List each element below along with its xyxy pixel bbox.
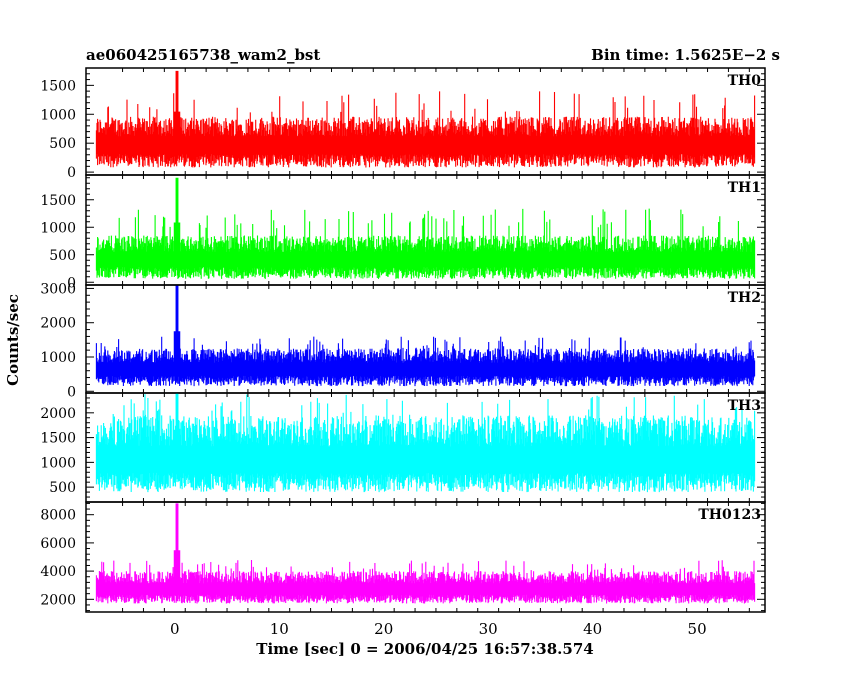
x-tick-label: 50 [688,620,707,638]
panel-label: TH2 [728,290,761,306]
x-tick-label: 40 [583,620,602,638]
x-axis-label: Time [sec] 0 = 2006/04/25 16:57:38.574 [256,640,593,658]
panel-label: TH1 [728,180,761,196]
y-axis-label: Counts/sec [4,294,22,386]
y-tick-label: 0 [67,275,76,291]
y-tick-label: 2000 [40,406,76,422]
y-tick-label: 0 [67,165,76,181]
y-tick-label: 2000 [40,592,76,608]
y-tick-label: 3000 [40,281,76,297]
y-tick-label: 500 [49,136,76,152]
y-tick-label: 1500 [40,193,76,209]
y-tick-label: 1000 [40,455,76,471]
series-th1 [95,177,756,279]
y-tick-label: 0 [67,384,76,400]
y-tick-label: 1000 [40,220,76,236]
y-tick-label: 500 [49,248,76,264]
x-tick-label: 20 [374,620,393,638]
y-tick-label: 8000 [40,508,76,524]
series-th3 [95,393,756,493]
series-th0123 [95,503,756,604]
panel-label: TH0123 [698,507,761,523]
y-tick-label: 4000 [40,564,76,580]
y-tick-label: 1500 [40,431,76,447]
y-tick-label: 1000 [40,350,76,366]
y-tick-label: 2000 [40,316,76,332]
panel-th1: 0 500 1000 1500 TH1 [40,174,766,291]
panel-th3: 500 1000 1500 2000 TH3 [40,392,766,503]
y-tick-label: 500 [49,480,76,496]
panel-th0123: 2000 4000 6000 8000 TH0123 [40,501,766,613]
bin-time-label: Bin time: 1.5625E−2 s [591,46,780,64]
panel-frame [85,501,766,613]
x-tick-label: 0 [170,620,180,638]
panel-th2: 0 1000 2000 3000 TH2 [40,281,766,400]
panel-th0: 0 500 1000 1500 TH0 [40,67,766,181]
series-th0 [95,70,756,168]
y-tick-label: 1000 [40,107,76,123]
series-th2 [95,285,756,387]
y-tick-label: 6000 [40,536,76,552]
panel-label: TH3 [728,398,761,414]
y-tick-label: 1500 [40,78,76,94]
figure-title: ae060425165738_wam2_bst [86,46,320,64]
x-tick-label: 30 [479,620,498,638]
panel-label: TH0 [728,73,762,89]
x-tick-label: 10 [270,620,289,638]
